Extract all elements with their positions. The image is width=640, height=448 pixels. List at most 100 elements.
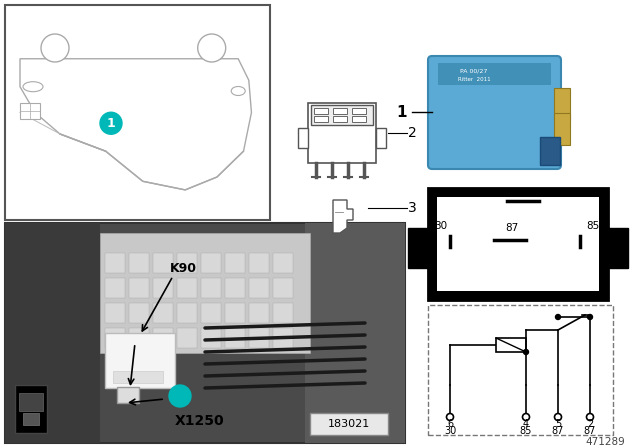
Bar (20, 103, 40, 119)
Bar (19, 393, 43, 411)
Bar (608, 228, 628, 268)
Circle shape (588, 314, 593, 319)
Text: 87: 87 (584, 426, 596, 436)
Text: 183021: 183021 (328, 419, 370, 429)
Bar (129, 303, 149, 323)
Bar (129, 253, 149, 273)
Circle shape (169, 385, 191, 407)
Bar (225, 303, 245, 323)
Bar (105, 278, 125, 298)
Bar (438, 63, 551, 85)
Bar (311, 105, 373, 125)
Bar (273, 278, 293, 298)
Bar (129, 328, 149, 348)
Bar (117, 387, 139, 403)
Bar (153, 253, 173, 273)
Text: 4: 4 (523, 419, 529, 429)
Text: PA 00/27: PA 00/27 (460, 69, 488, 73)
Bar (352, 116, 366, 122)
Circle shape (41, 34, 69, 62)
Bar (177, 253, 197, 273)
Text: 87: 87 (506, 223, 518, 233)
Bar (129, 278, 149, 298)
Bar (249, 328, 269, 348)
Text: K90: K90 (170, 262, 196, 275)
Bar (376, 128, 386, 148)
Bar (105, 333, 175, 388)
Bar (554, 88, 570, 120)
Bar (333, 108, 347, 114)
Bar (428, 188, 608, 300)
Text: 5: 5 (555, 419, 561, 429)
Bar (314, 108, 328, 114)
Circle shape (100, 112, 122, 134)
Text: 85: 85 (520, 426, 532, 436)
Bar (333, 116, 347, 122)
Polygon shape (20, 59, 252, 190)
Ellipse shape (231, 86, 245, 95)
Bar (305, 223, 405, 443)
Text: 3: 3 (408, 201, 417, 215)
Bar (177, 328, 197, 348)
Bar (428, 305, 613, 435)
Circle shape (198, 34, 226, 62)
Bar (249, 278, 269, 298)
Bar (5, 223, 405, 443)
Bar (105, 328, 125, 348)
FancyBboxPatch shape (428, 56, 561, 169)
Text: 30: 30 (444, 426, 456, 436)
Bar (201, 328, 221, 348)
Bar (225, 328, 245, 348)
Bar (249, 253, 269, 273)
Text: 85: 85 (586, 221, 599, 231)
Bar (308, 103, 376, 163)
Bar (225, 278, 245, 298)
Text: Ritter  2011: Ritter 2011 (458, 77, 490, 82)
Bar (496, 338, 526, 352)
Bar (153, 303, 173, 323)
Bar (23, 413, 39, 425)
Bar (540, 137, 560, 165)
Bar (554, 113, 570, 145)
Bar (201, 303, 221, 323)
Bar (273, 253, 293, 273)
Bar (408, 228, 428, 268)
Text: 2: 2 (408, 126, 417, 140)
Bar (298, 128, 308, 148)
Bar (177, 303, 197, 323)
Polygon shape (333, 200, 353, 233)
Text: 6: 6 (447, 419, 453, 429)
Text: 2: 2 (587, 419, 593, 429)
Bar (273, 328, 293, 348)
Bar (352, 108, 366, 114)
Bar (273, 303, 293, 323)
Text: 87: 87 (552, 426, 564, 436)
Text: 1: 1 (107, 117, 115, 130)
Circle shape (524, 349, 529, 354)
Bar (225, 253, 245, 273)
Bar (15, 385, 47, 433)
Bar (437, 197, 599, 291)
Bar (314, 116, 328, 122)
Bar (177, 278, 197, 298)
Bar (5, 5, 270, 220)
Bar (153, 278, 173, 298)
Bar (105, 303, 125, 323)
Ellipse shape (23, 82, 43, 92)
Text: 30: 30 (434, 221, 447, 231)
Text: 1: 1 (397, 104, 407, 120)
Text: 1: 1 (175, 389, 184, 402)
Bar (249, 303, 269, 323)
Text: 87: 87 (516, 188, 530, 198)
Bar (201, 278, 221, 298)
Bar (201, 253, 221, 273)
Bar (113, 371, 163, 383)
Bar (5, 223, 100, 443)
Circle shape (556, 314, 561, 319)
Bar (153, 328, 173, 348)
Bar (100, 233, 310, 353)
Text: X1250: X1250 (175, 414, 225, 428)
Bar (310, 413, 388, 435)
Text: 471289: 471289 (585, 437, 625, 447)
Bar (105, 253, 125, 273)
